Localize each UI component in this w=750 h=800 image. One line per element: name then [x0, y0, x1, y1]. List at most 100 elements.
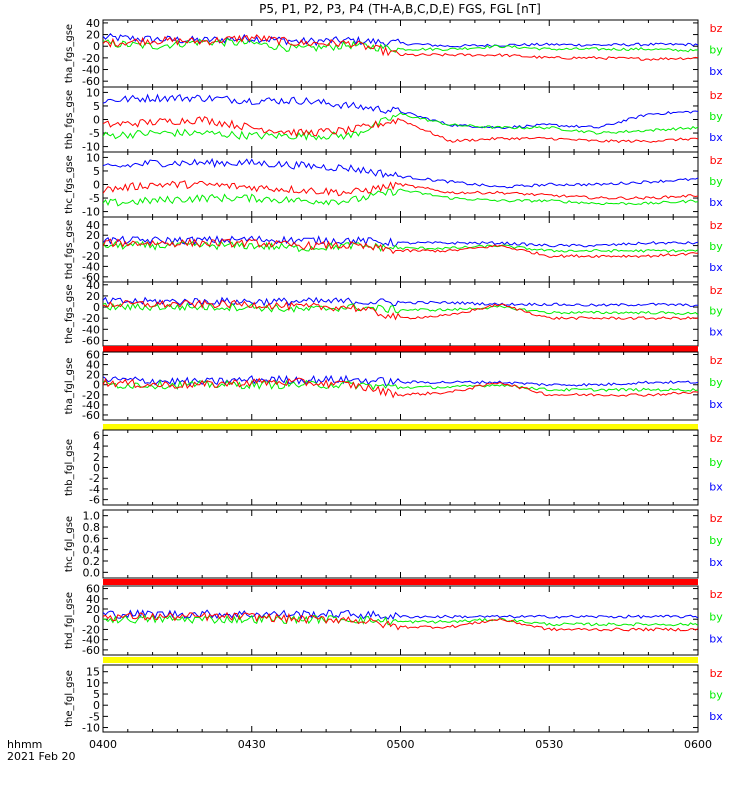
series-line-bz: [103, 116, 698, 144]
y-tick-label: 20: [86, 369, 100, 382]
legend-by: by: [709, 110, 723, 123]
panel-frame: [102, 216, 699, 283]
status-bar-yellow-bar: [103, 424, 698, 430]
legend-bx: bx: [709, 196, 723, 209]
panel-ylabel: the_fgl_gse: [64, 670, 75, 727]
y-tick-label: 10: [86, 151, 100, 164]
y-tick-label: 5: [93, 688, 100, 701]
series-line-bz: [103, 34, 698, 61]
y-tick-label: 15: [86, 666, 100, 679]
y-tick-label: -5: [89, 192, 100, 205]
y-tick-label: -10: [82, 722, 100, 735]
y-tick-label: -40: [82, 634, 100, 647]
panel-frame: [102, 19, 699, 88]
y-tick-label: 0.0: [83, 566, 101, 579]
status-bar-red-bar: [103, 346, 698, 352]
y-tick-label: -5: [89, 710, 100, 723]
y-tick-label: 20: [86, 290, 100, 303]
y-tick-label: 40: [86, 279, 100, 292]
x-tick-label: 0500: [387, 738, 415, 751]
y-tick-label: 2: [93, 451, 100, 464]
series-line-by: [103, 240, 698, 253]
y-tick-label: -20: [82, 623, 100, 636]
series-line-bz: [103, 180, 698, 200]
series-line-by: [103, 188, 698, 207]
series-line-by: [103, 112, 698, 141]
y-tick-label: 0: [93, 699, 100, 712]
y-tick-label: 5: [93, 100, 100, 113]
legend-by: by: [709, 240, 723, 253]
time-axis-label: hhmm: [7, 738, 42, 751]
y-tick-label: -60: [82, 271, 100, 284]
legend-by: by: [709, 689, 723, 702]
y-tick-label: 0.6: [83, 532, 101, 545]
legend-by: by: [709, 44, 723, 57]
y-tick-label: 5: [93, 165, 100, 178]
y-tick-label: 60: [86, 349, 100, 362]
y-tick-label: 0.4: [83, 544, 101, 557]
legend-bz: bz: [710, 432, 723, 445]
y-tick-label: 40: [86, 17, 100, 30]
y-tick-label: -10: [82, 206, 100, 219]
x-tick-label: 0600: [684, 738, 712, 751]
y-tick-label: 0: [93, 379, 100, 392]
panel-ylabel: the_fgs_gse: [64, 284, 75, 343]
time-axis: 0400 0430 0500 0530 0600: [89, 738, 712, 751]
y-tick-label: 40: [86, 359, 100, 372]
y-tick-label: -20: [82, 312, 100, 325]
panel-ylabel: tha_fgl_gse: [64, 358, 75, 415]
legend-by: by: [709, 456, 723, 469]
y-tick-label: -40: [82, 399, 100, 412]
series-line-bx: [103, 296, 698, 308]
panel-ylabel: tha_fgs_gse: [64, 24, 75, 83]
y-tick-label: 10: [86, 677, 100, 690]
panel-ylabel: thc_fgs_gse: [64, 155, 75, 214]
panel-ylabel: thc_fgl_gse: [64, 516, 75, 572]
legend-bz: bz: [710, 219, 723, 232]
panel-ylabel: thd_fgl_gse: [64, 592, 75, 649]
x-tick-label: 0400: [89, 738, 117, 751]
y-tick-label: 0.8: [83, 521, 101, 534]
legend-bx: bx: [709, 480, 723, 493]
legend-bz: bz: [710, 284, 723, 297]
legend-bz: bz: [710, 22, 723, 35]
series-line-by: [103, 614, 698, 627]
y-tick-label: 20: [86, 29, 100, 42]
status-bar-yellow-bar: [103, 657, 698, 663]
legend-bx: bx: [709, 556, 723, 569]
legend-bx: bx: [709, 131, 723, 144]
y-tick-label: -20: [82, 389, 100, 402]
y-tick-label: 0: [93, 40, 100, 53]
legend-bx: bx: [709, 261, 723, 274]
y-tick-label: -40: [82, 260, 100, 273]
series-line-bz: [103, 299, 698, 321]
legend-bz: bz: [710, 89, 723, 102]
y-tick-label: 0: [93, 301, 100, 314]
y-tick-label: 0: [93, 613, 100, 626]
status-bar-red-bar: [103, 579, 698, 585]
time-axis-date: 2021 Feb 20: [7, 750, 75, 763]
y-tick-label: -40: [82, 64, 100, 77]
y-tick-label: -20: [82, 52, 100, 65]
series-line-bx: [103, 33, 698, 48]
series-line-bx: [103, 235, 698, 248]
series-line-by: [103, 379, 698, 392]
y-tick-label: -10: [82, 141, 100, 154]
panel-frame: [102, 664, 699, 733]
y-tick-label: -60: [82, 75, 100, 88]
legend-by: by: [709, 305, 723, 318]
series-line-bx: [103, 609, 698, 621]
y-tick-label: -60: [82, 644, 100, 657]
panel-frame: [102, 281, 699, 347]
y-tick-label: 6: [93, 429, 100, 442]
y-tick-label: -6: [89, 494, 100, 507]
series-line-bz: [103, 377, 698, 399]
legend-bx: bx: [709, 710, 723, 723]
